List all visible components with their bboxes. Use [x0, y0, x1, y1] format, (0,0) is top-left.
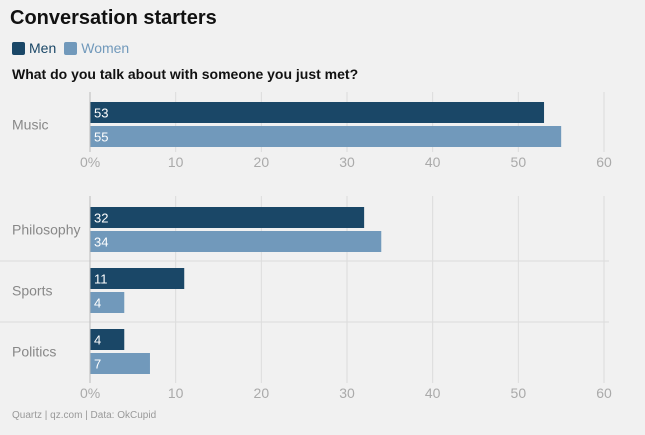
x-tick-label: 30	[339, 154, 355, 170]
x-tick-label: 0%	[80, 154, 100, 170]
x-tick-label: 20	[254, 385, 270, 401]
x-tick-label: 50	[511, 385, 527, 401]
bar-men	[90, 268, 185, 289]
bar-value-label: 4	[94, 296, 101, 311]
x-tick-label: 10	[168, 385, 184, 401]
source-note: Quartz | qz.com | Data: OkCupid	[12, 410, 157, 421]
legend-item-women: Women	[64, 40, 129, 56]
x-tick-label: 10	[168, 154, 184, 170]
bar-women	[90, 292, 125, 313]
bar-value-label: 53	[94, 106, 108, 121]
category-label: Music	[12, 117, 49, 133]
category-label: Sports	[12, 283, 52, 299]
category-label: Philosophy	[12, 222, 81, 238]
bar-women	[90, 353, 150, 374]
category-label: Politics	[12, 344, 56, 360]
bar-women	[90, 231, 382, 252]
bar-value-label: 11	[94, 272, 108, 287]
x-tick-label: 60	[596, 154, 612, 170]
chart-subtitle: What do you talk about with someone you …	[12, 66, 359, 82]
x-tick-label: 40	[425, 385, 441, 401]
chart-title: Conversation starters	[10, 7, 217, 29]
x-tick-label: 50	[511, 154, 527, 170]
bar-women	[90, 126, 562, 147]
bar-men	[90, 207, 365, 228]
legend-label-women: Women	[81, 40, 130, 56]
bar-value-label: 55	[94, 130, 108, 145]
x-tick-label: 0%	[80, 385, 100, 401]
bar-men	[90, 102, 545, 123]
bar-value-label: 32	[94, 211, 108, 226]
bar-value-label: 4	[94, 333, 101, 348]
bar-value-label: 7	[94, 357, 101, 372]
legend-swatch-women	[64, 41, 78, 55]
bar-value-label: 34	[94, 235, 108, 250]
x-tick-label: 20	[254, 154, 270, 170]
x-tick-label: 40	[425, 154, 441, 170]
legend-swatch-men	[12, 41, 25, 55]
x-tick-label: 30	[339, 385, 355, 401]
bar-men	[90, 329, 125, 350]
legend-item-men: Men	[12, 40, 56, 56]
legend: Men Women	[12, 40, 129, 56]
x-tick-label: 60	[596, 385, 612, 401]
legend-label-men: Men	[29, 40, 57, 56]
